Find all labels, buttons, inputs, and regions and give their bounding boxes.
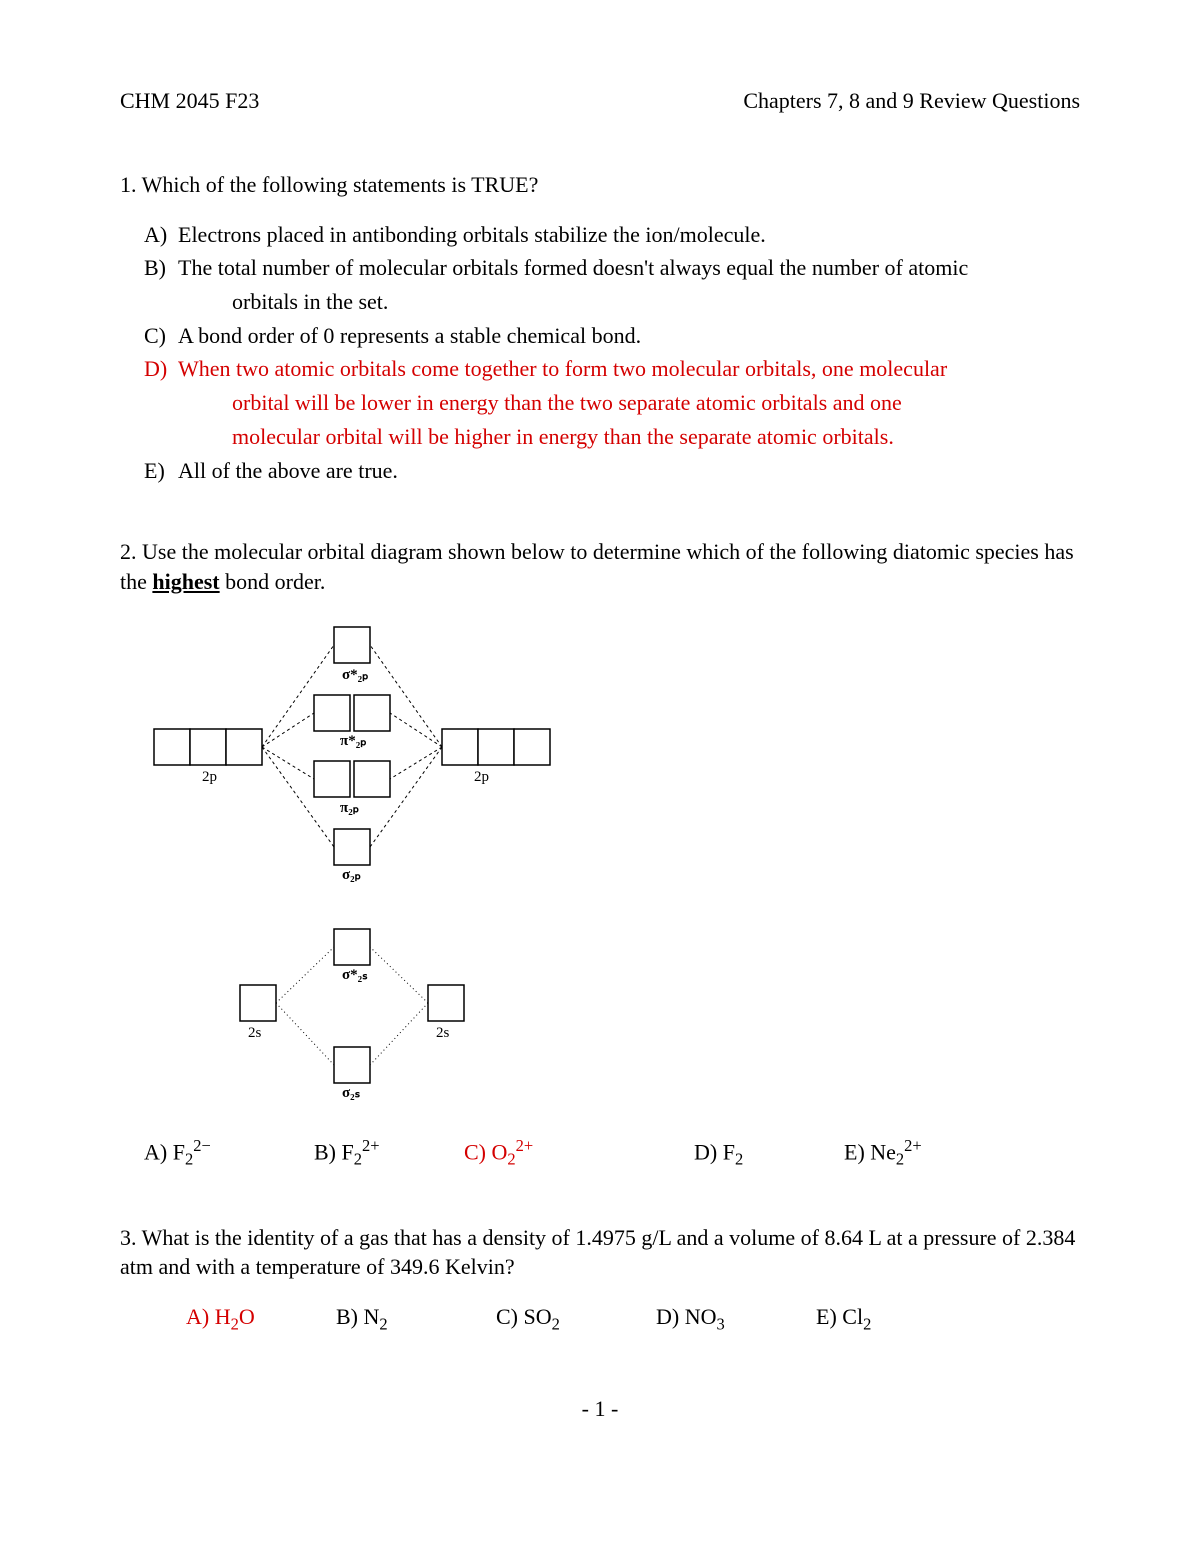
q3-ans-c: C) SO2	[496, 1302, 656, 1336]
q1-d-letter: D)	[144, 354, 178, 384]
q1-stem: 1. Which of the following statements is …	[120, 170, 1080, 200]
lbl-left-2s: 2s	[248, 1025, 262, 1041]
question-3: 3. What is the identity of a gas that ha…	[120, 1223, 1080, 1336]
q1-choice-e: E) All of the above are true.	[144, 456, 1080, 486]
q1-a-text: Electrons placed in antibonding orbitals…	[178, 220, 1080, 250]
lbl-sigma2s: σ₂ₛ	[342, 1085, 361, 1101]
q1-choice-d: D) When two atomic orbitals come togethe…	[144, 354, 1080, 384]
lbl-sigma2p: σ₂ₚ	[342, 867, 361, 883]
q3-ans-d: D) NO3	[656, 1302, 816, 1336]
question-1: 1. Which of the following statements is …	[120, 170, 1080, 485]
q1-choices: A) Electrons placed in antibonding orbit…	[120, 220, 1080, 486]
q2-ans-c: C) O22+	[464, 1135, 694, 1171]
q1-choice-c: C) A bond order of 0 represents a stable…	[144, 321, 1080, 351]
q1-c-letter: C)	[144, 321, 178, 351]
q1-choice-a: A) Electrons placed in antibonding orbit…	[144, 220, 1080, 250]
lbl-sigma2s-star: σ*₂ₛ	[342, 967, 368, 983]
q1-c-text: A bond order of 0 represents a stable ch…	[178, 321, 1080, 351]
page-number: - 1 -	[120, 1396, 1080, 1422]
q1-b-letter: B)	[144, 253, 178, 283]
q2-stem-bold: highest	[152, 569, 219, 594]
lbl-sigma2p-star: σ*₂ₚ	[342, 667, 369, 683]
q1-e-letter: E)	[144, 456, 178, 486]
q1-choice-d-cont2: molecular orbital will be higher in ener…	[144, 422, 1080, 452]
q2-ans-a: A) F22−	[144, 1135, 314, 1171]
question-2: 2. Use the molecular orbital diagram sho…	[120, 537, 1080, 1170]
page: CHM 2045 F23 Chapters 7, 8 and 9 Review …	[0, 0, 1200, 1553]
header-right: Chapters 7, 8 and 9 Review Questions	[743, 88, 1080, 114]
q1-e-text: All of the above are true.	[178, 456, 1080, 486]
q2-ans-b: B) F22+	[314, 1135, 464, 1171]
lbl-pi2p-star: π*₂ₚ	[340, 733, 367, 749]
page-header: CHM 2045 F23 Chapters 7, 8 and 9 Review …	[120, 88, 1080, 114]
q1-b-line1: The total number of molecular orbitals f…	[178, 253, 1080, 283]
q1-b-line2: orbitals in the set.	[178, 287, 1080, 317]
header-left: CHM 2045 F23	[120, 88, 259, 114]
lbl-right-2s: 2s	[436, 1025, 450, 1041]
q2-answers: A) F22− B) F22+ C) O22+ D) F2 E) Ne22+	[120, 1135, 1080, 1171]
q2-stem: 2. Use the molecular orbital diagram sho…	[120, 537, 1080, 596]
q2-ans-d: D) F2	[694, 1135, 844, 1171]
q1-choice-b-cont: orbitals in the set.	[144, 287, 1080, 317]
lbl-pi2p: π₂ₚ	[340, 800, 359, 816]
q1-d-line2: orbital will be lower in energy than the…	[178, 388, 1080, 418]
q1-choice-d-cont1: orbital will be lower in energy than the…	[144, 388, 1080, 418]
q3-ans-b: B) N2	[336, 1302, 496, 1336]
q1-d-line1: When two atomic orbitals come together t…	[178, 354, 1080, 384]
q1-choice-b: B) The total number of molecular orbital…	[144, 253, 1080, 283]
q3-ans-e: E) Cl2	[816, 1302, 936, 1336]
q1-d-line3: molecular orbital will be higher in ener…	[178, 422, 1080, 452]
q3-answers: A) H2O B) N2 C) SO2 D) NO3 E) Cl2	[120, 1302, 1080, 1336]
q2-ans-e: E) Ne22+	[844, 1135, 964, 1171]
q3-stem: 3. What is the identity of a gas that ha…	[120, 1223, 1080, 1282]
q3-ans-a: A) H2O	[186, 1302, 336, 1336]
lbl-right-2p: 2p	[474, 769, 489, 785]
mo-diagram-svg: 2p 2p σ*₂ₚ π*₂ₚ π₂ₚ σ₂ₚ	[144, 617, 564, 1117]
q2-stem-post: bond order.	[220, 569, 326, 594]
q1-a-letter: A)	[144, 220, 178, 250]
lbl-left-2p: 2p	[202, 769, 217, 785]
mo-diagram: 2p 2p σ*₂ₚ π*₂ₚ π₂ₚ σ₂ₚ	[144, 617, 1080, 1117]
